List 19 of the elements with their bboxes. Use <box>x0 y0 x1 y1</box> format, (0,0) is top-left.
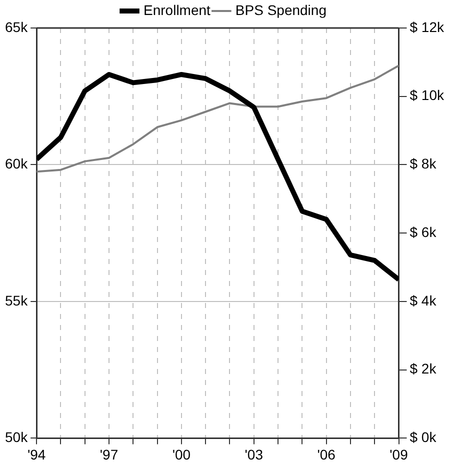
y2-tick-label: $ 4k <box>410 292 438 308</box>
y-tick-label: 65k <box>4 18 29 35</box>
y-tick-label: 60k <box>4 156 29 172</box>
y2-tick-label: $ 2k <box>410 360 438 377</box>
y-tick-label: 55k <box>4 292 29 308</box>
y2-tick-label: $ 8k <box>410 156 438 172</box>
y2-tick-label: $ 10k <box>410 87 445 104</box>
y-tick-label: 50k <box>4 429 29 446</box>
x-tick-label: '94 <box>27 446 46 462</box>
x-tick-label: '00 <box>172 446 191 462</box>
x-tick-label: '09 <box>390 446 408 462</box>
x-tick-label: '97 <box>100 446 118 462</box>
x-tick-label: '03 <box>244 446 264 462</box>
legend-label: Enrollment <box>144 2 211 18</box>
y2-tick-label: $ 12k <box>410 18 445 35</box>
y2-tick-label: $ 0k <box>410 429 438 446</box>
legend-label: BPS Spending <box>235 2 326 18</box>
x-tick-label: '06 <box>317 446 336 462</box>
y2-tick-label: $ 6k <box>410 224 438 240</box>
